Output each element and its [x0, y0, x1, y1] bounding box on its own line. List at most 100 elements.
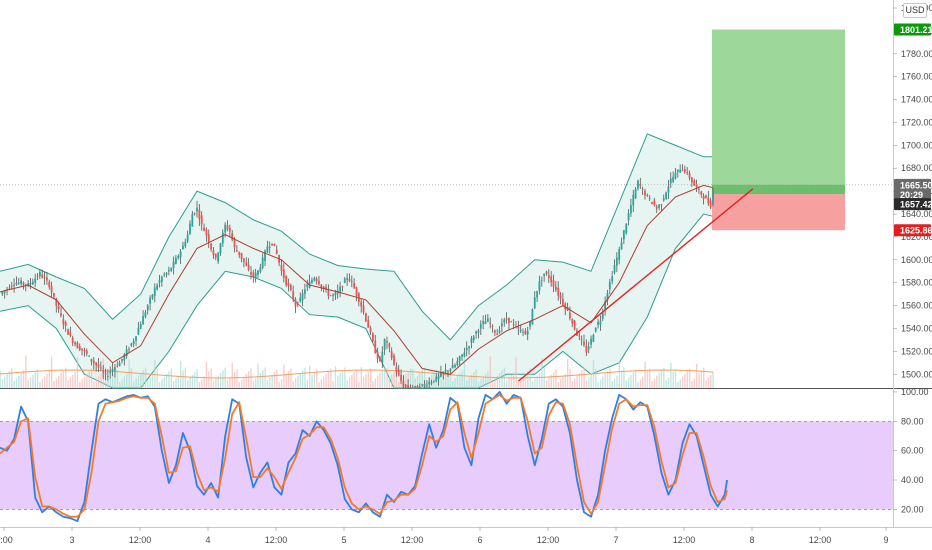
candle — [287, 278, 290, 292]
volume-bar — [316, 369, 318, 388]
volume-bar — [604, 373, 606, 388]
candle — [655, 204, 658, 214]
candle-body — [662, 198, 665, 201]
candle — [6, 286, 8, 296]
volume-bar — [712, 372, 714, 388]
candle-body — [695, 183, 698, 188]
volume-bar — [313, 372, 316, 388]
volume-bar — [248, 371, 250, 388]
volume-bar — [65, 367, 67, 388]
candle-body — [116, 365, 119, 367]
candle-body — [280, 264, 283, 271]
volume-bar — [646, 371, 649, 388]
candle-body — [104, 373, 107, 375]
candle — [393, 353, 395, 366]
candle-body — [571, 319, 574, 324]
volume-bar — [34, 372, 36, 388]
candle-body — [212, 250, 215, 256]
trendline — [517, 188, 754, 382]
volume-bar — [55, 378, 58, 388]
candle — [510, 320, 513, 323]
target-zone[interactable] — [712, 29, 845, 195]
candle-body — [114, 367, 116, 371]
candle-body — [334, 292, 337, 296]
volume-bar — [348, 377, 351, 388]
candle-body — [709, 200, 712, 208]
volume-bar — [337, 375, 339, 388]
candle — [700, 190, 703, 198]
candle-body — [705, 195, 707, 199]
volume-bar — [459, 373, 461, 388]
candle-body — [224, 224, 227, 233]
candle — [683, 165, 686, 174]
volume-average-line — [0, 369, 714, 379]
volume-bar — [172, 381, 175, 388]
trade-zones[interactable] — [712, 29, 845, 231]
candle — [421, 383, 424, 387]
candle-body — [313, 278, 316, 281]
candle-body — [99, 367, 102, 369]
candle — [386, 336, 388, 350]
volume-bar — [423, 367, 426, 388]
volume-bar — [20, 373, 22, 388]
candle — [486, 313, 489, 323]
volume-bar — [463, 355, 466, 388]
volume-bar — [639, 379, 642, 388]
volume-bar — [625, 380, 628, 388]
candle — [524, 328, 527, 335]
volume-bar — [299, 373, 302, 388]
candle-body — [299, 297, 302, 302]
volume-bar — [15, 378, 18, 388]
candle — [477, 328, 480, 339]
candle — [681, 164, 684, 172]
volume-bar — [679, 379, 681, 388]
candle — [184, 238, 187, 249]
candle-body — [547, 275, 550, 279]
currency-button[interactable]: USD — [903, 3, 927, 18]
volume-bar — [482, 376, 484, 388]
candle — [428, 377, 431, 388]
candle — [364, 312, 367, 323]
volume-bar — [203, 376, 205, 388]
candle-body — [543, 273, 546, 276]
volume-bar — [62, 370, 65, 388]
candle — [193, 212, 196, 216]
volume-bar — [618, 361, 620, 388]
candle — [15, 276, 18, 286]
volume-bar — [498, 373, 501, 388]
volume-bar — [599, 379, 602, 388]
volume-bar — [48, 371, 51, 388]
volume-bar — [381, 370, 384, 388]
candle-body — [674, 172, 677, 179]
candle — [482, 315, 485, 330]
volume-bar — [243, 376, 245, 388]
candle-body — [97, 364, 100, 368]
candle — [634, 186, 637, 200]
candle-body — [320, 284, 323, 288]
volume-bar — [1, 379, 4, 388]
time-tick-label: 8 — [749, 535, 754, 545]
candle-body — [8, 287, 11, 289]
volume-bar — [637, 382, 639, 388]
volume-bar — [39, 382, 41, 388]
candle — [142, 310, 144, 325]
volume-bar — [360, 367, 362, 388]
volume-bar — [294, 378, 297, 388]
stop-zone[interactable] — [712, 194, 845, 231]
volume-bar — [273, 372, 276, 388]
candle — [339, 281, 341, 298]
candle — [172, 256, 175, 275]
candle-body — [611, 276, 614, 282]
candle — [160, 275, 163, 287]
candle-body — [491, 325, 494, 327]
candle-body — [71, 337, 74, 343]
price-tick-label: 1700.00 — [901, 140, 932, 150]
candle-body — [660, 204, 663, 206]
volume-bar — [644, 361, 646, 388]
candle — [313, 276, 316, 282]
volume-bar — [8, 371, 11, 388]
candle — [501, 318, 503, 333]
candle-body — [142, 315, 144, 325]
candle — [217, 251, 220, 264]
